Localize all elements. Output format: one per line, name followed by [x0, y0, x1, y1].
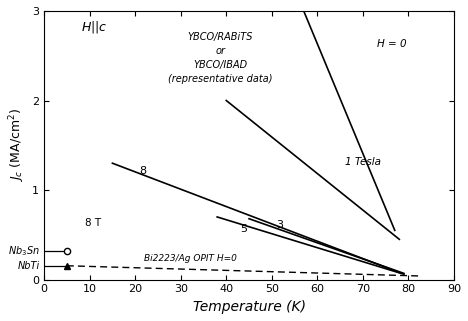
- Text: Bi2223/Ag OPIT H=0: Bi2223/Ag OPIT H=0: [144, 254, 237, 263]
- Text: NbTi: NbTi: [17, 261, 39, 271]
- Text: 8: 8: [140, 166, 147, 176]
- Text: 1 Tesla: 1 Tesla: [345, 157, 380, 167]
- Text: $H||c$: $H||c$: [80, 19, 107, 35]
- X-axis label: Temperature (K): Temperature (K): [192, 300, 306, 314]
- Y-axis label: $J_c$ (MA/cm$^2$): $J_c$ (MA/cm$^2$): [7, 108, 27, 182]
- Text: 3: 3: [277, 220, 283, 230]
- Text: YBCO/RABiTS
or
YBCO/IBAD
(representative data): YBCO/RABiTS or YBCO/IBAD (representative…: [168, 32, 272, 84]
- Text: 8 T: 8 T: [85, 218, 101, 228]
- Text: 5: 5: [240, 224, 247, 234]
- Text: H = 0: H = 0: [377, 39, 406, 49]
- Text: $Nb_3Sn$: $Nb_3Sn$: [7, 244, 39, 258]
